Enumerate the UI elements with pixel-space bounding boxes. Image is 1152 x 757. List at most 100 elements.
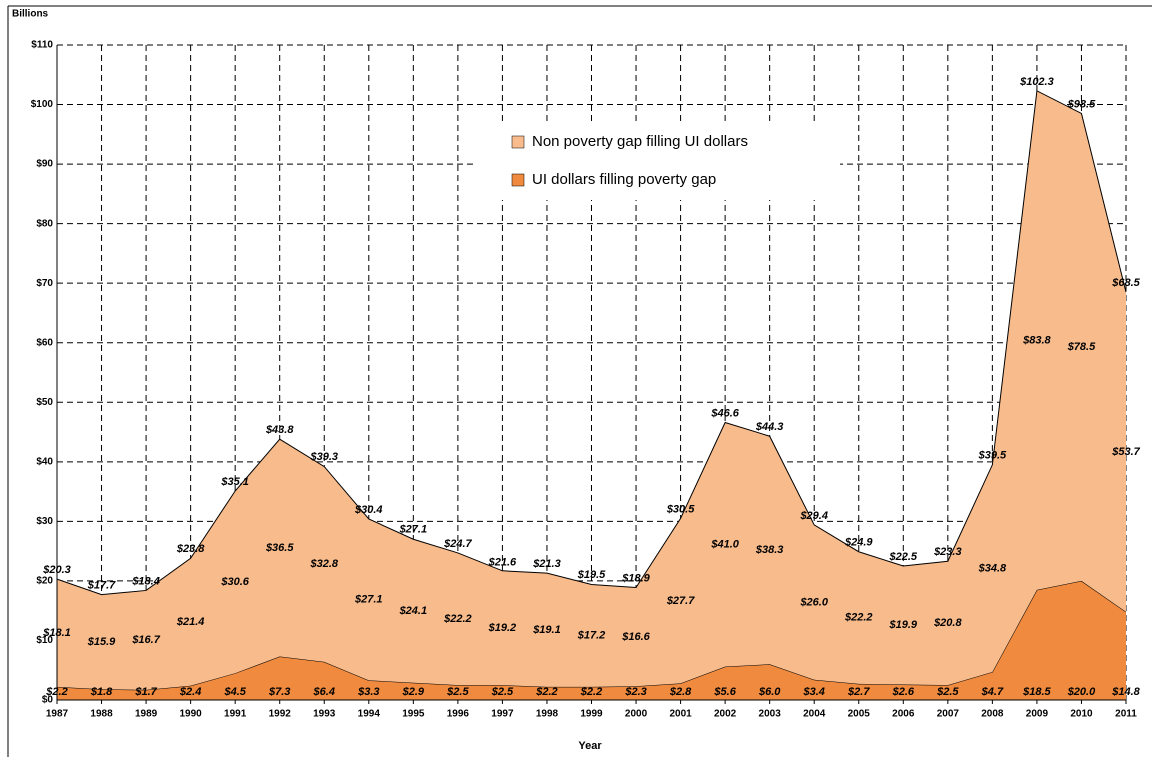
total-label: $98.5 [1067,98,1096,110]
value-label: $2.9 [402,686,425,698]
value-label: $16.6 [621,631,650,643]
value-label: $3.4 [802,686,824,698]
legend-swatch [511,135,525,149]
value-label: $18.5 [1022,686,1051,698]
value-label: $24.1 [399,605,428,617]
y-tick-label: $40 [36,456,53,467]
value-label: $20.0 [1067,686,1096,698]
legend-box [475,125,840,200]
value-label: $38.3 [755,544,784,556]
value-label: $2.8 [669,686,692,698]
total-label: $24.9 [844,537,873,549]
total-label: $30.5 [666,503,695,515]
legend-label: Non poverty gap filling UI dollars [532,133,748,150]
total-label: $20.3 [42,564,71,576]
area [57,90,1126,690]
value-label: $36.5 [265,542,294,554]
total-label: $43.8 [265,424,294,436]
total-label: $102.3 [1019,76,1054,88]
value-label: $32.8 [309,558,338,570]
x-tick-label: 2000 [625,709,648,720]
total-label: $29.4 [799,510,828,522]
total-label: $30.4 [354,504,383,516]
legend-label: UI dollars filling poverty gap [532,171,716,188]
value-label: $2.2 [535,686,557,698]
value-label: $18.1 [42,627,71,639]
x-tick-label: 1997 [491,709,514,720]
x-tick-label: 1987 [46,709,69,720]
x-tick-label: 1995 [402,709,425,720]
value-label: $17.2 [577,630,606,642]
value-label: $16.7 [131,634,160,646]
value-label: $2.5 [491,686,514,698]
total-label: $24.7 [443,538,472,550]
x-tick-label: 2004 [803,709,826,720]
x-tick-label: 1990 [180,709,203,720]
value-label: $4.5 [223,686,246,698]
x-tick-label: 1998 [536,709,559,720]
y-tick-label: $50 [36,397,53,408]
y-axis-title: Billions [12,9,49,20]
x-tick-label: 2002 [714,709,737,720]
y-tick-label: $60 [36,337,53,348]
value-label: $1.8 [90,686,113,698]
area-edge [56,90,1127,596]
value-label: $27.7 [666,595,695,607]
value-label: $41.0 [710,538,739,550]
total-label: $22.5 [889,551,918,563]
value-label: $2.6 [892,686,915,698]
value-label: $20.8 [933,617,962,629]
value-label: $4.7 [981,686,1004,698]
value-label: $2.5 [936,686,959,698]
y-tick-label: $90 [36,159,53,170]
value-label: $6.4 [313,686,335,698]
value-label: $19.9 [889,619,918,631]
value-label: $6.0 [758,686,781,698]
x-tick-label: 1989 [135,709,158,720]
x-tick-label: 2001 [669,709,692,720]
x-tick-label: 2007 [937,709,960,720]
total-label: $17.7 [87,580,116,592]
x-tick-label: 2011 [1115,709,1137,720]
value-label: $3.3 [357,686,379,698]
value-label: $5.6 [713,686,736,698]
x-tick-label: 2005 [848,709,871,720]
value-label: $2.2 [580,686,602,698]
total-label: $35.1 [220,476,249,488]
x-tick-label: 1994 [358,709,381,720]
value-label: $34.8 [978,562,1007,574]
total-label: $68.5 [1111,277,1140,289]
total-label: $18.9 [621,572,650,584]
value-label: $1.7 [134,686,157,698]
x-tick-label: 1996 [447,709,470,720]
value-label: $21.4 [176,616,205,628]
y-tick-label: $20 [36,576,53,587]
x-tick-label: 2003 [759,709,782,720]
total-label: $39.5 [978,450,1007,462]
x-tick-label: 2006 [892,709,915,720]
total-label: $18.4 [131,575,160,587]
value-label: $15.9 [87,636,116,648]
value-label: $83.8 [1022,334,1051,346]
value-label: $19.1 [532,624,561,636]
y-tick-label: $100 [31,99,54,110]
y-tick-label: $10 [36,635,53,646]
value-label: $19.2 [488,622,517,634]
value-label: $22.2 [844,612,873,624]
total-label: $39.3 [309,451,338,463]
value-label: $14.8 [1111,686,1140,698]
total-label: $44.3 [755,421,784,433]
x-tick-label: 1992 [269,709,292,720]
x-tick-label: 2008 [981,709,1004,720]
x-tick-label: 1991 [224,709,247,720]
value-label: $26.0 [799,596,828,608]
total-label: $19.5 [577,569,606,581]
y-tick-label: $0 [42,695,54,706]
legend-swatch [511,173,525,187]
total-label: $27.1 [399,524,428,536]
x-tick-label: 1999 [580,709,603,720]
total-label: $46.6 [710,407,739,419]
x-tick-label: 2010 [1070,709,1093,720]
total-label: $23.3 [933,546,962,558]
